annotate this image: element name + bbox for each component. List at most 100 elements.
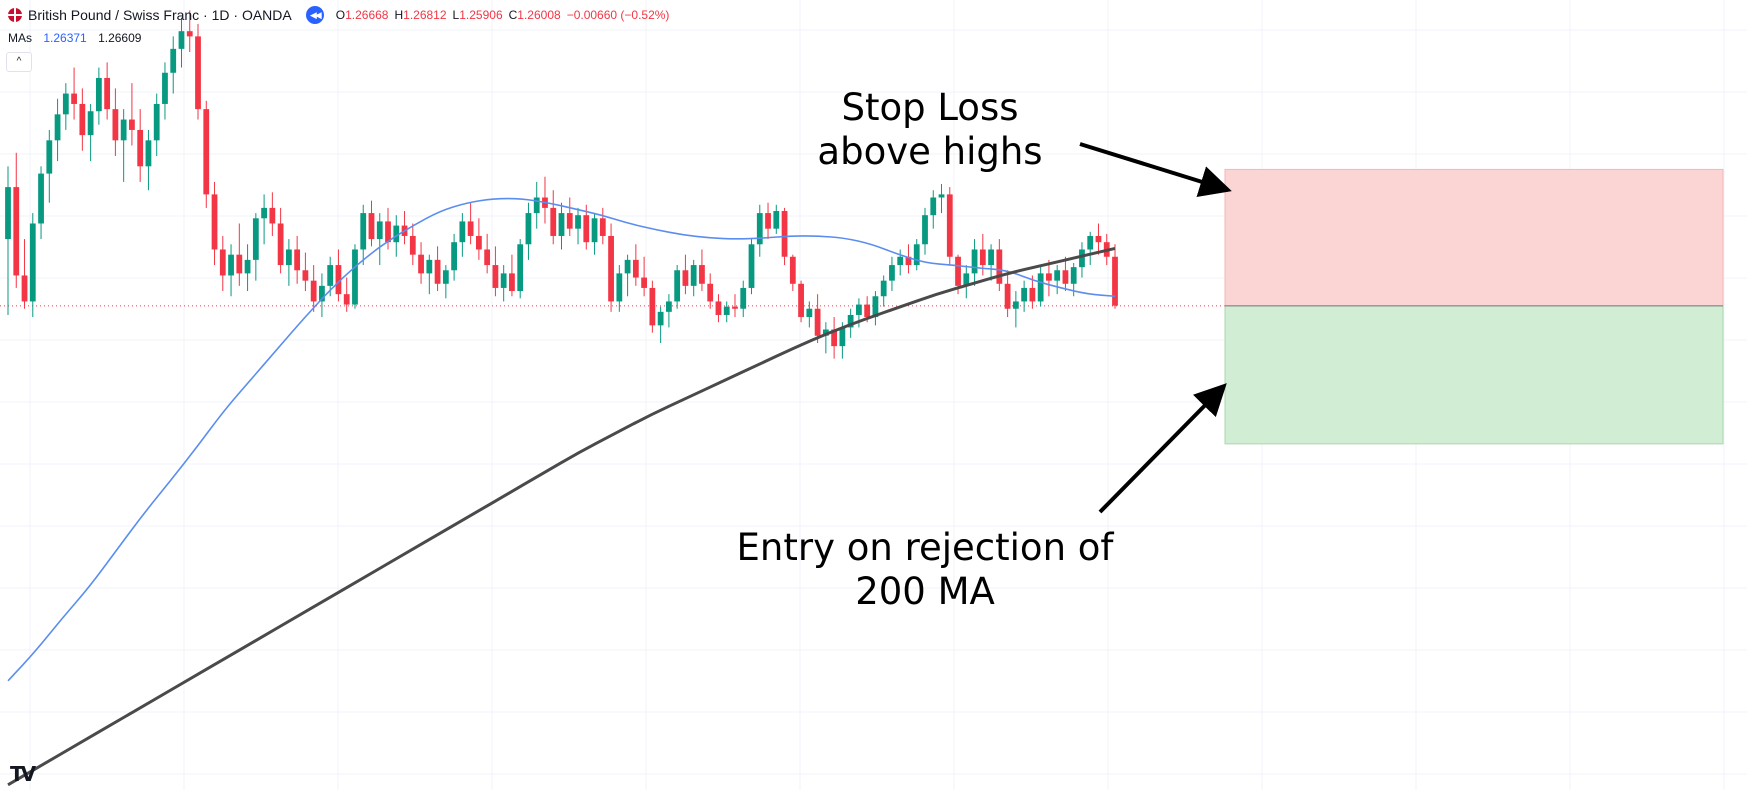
candle-body [955, 256, 961, 286]
stop-loss-line-2: above highs [817, 130, 1043, 173]
candle-body [277, 223, 284, 266]
candle-body [129, 119, 135, 130]
candle-body [814, 308, 821, 336]
high-value: 1.26812 [403, 8, 447, 22]
candle-body [1070, 267, 1077, 284]
candle-body [839, 327, 846, 347]
candle-body [162, 72, 168, 104]
candle-body [46, 140, 53, 174]
candle-body [930, 197, 937, 216]
candle-body [1112, 256, 1118, 306]
candle-body [1087, 235, 1094, 250]
candle-body [13, 187, 20, 276]
candle-body [550, 207, 557, 236]
candle-body [822, 329, 829, 336]
candle-body [963, 273, 970, 286]
candle-body [319, 285, 325, 302]
ma-legend[interactable]: MAs 1.26371 1.26609 [8, 31, 141, 45]
candle-body [872, 296, 879, 318]
candle-body [120, 119, 127, 141]
candle-body [979, 249, 986, 266]
candle-body [409, 235, 416, 255]
candle-body [674, 270, 681, 302]
logo-text: TV [10, 762, 36, 786]
candle-body [1037, 273, 1044, 302]
symbol-title[interactable]: British Pound / Swiss Franc · 1D · OANDA [28, 7, 292, 23]
candle-body [360, 213, 367, 250]
candle-body [583, 215, 590, 243]
candle-body [740, 287, 747, 309]
ohlc-change: −0.00660 (−0.52%) [567, 8, 670, 22]
replay-icon[interactable]: ◀◀ [305, 6, 324, 24]
candle-body [616, 273, 623, 302]
candle-body [327, 265, 334, 286]
candle-body [500, 273, 507, 288]
candle-body [1046, 273, 1052, 281]
moving-averages [7, 197, 1116, 787]
candle-body [938, 194, 945, 198]
candle-body [170, 48, 177, 73]
candle-body [1021, 287, 1028, 302]
candle-body [104, 77, 111, 110]
candle-body [186, 31, 193, 37]
candle-body [608, 235, 614, 302]
candle-body [897, 256, 904, 266]
candle-body [112, 109, 119, 141]
candle-body [756, 213, 763, 245]
candle-body [1029, 287, 1036, 302]
candle-body [707, 283, 714, 302]
candle-body [418, 254, 424, 274]
candle-body [566, 213, 573, 229]
candle-body [244, 259, 251, 274]
open-label: O [335, 8, 346, 22]
candle-body [442, 270, 449, 284]
low-label: L [452, 8, 460, 22]
ma50-value: 1.26371 [43, 31, 87, 45]
candle-body [335, 265, 342, 295]
ma50-line [7, 197, 1116, 682]
ohlc-close: C1.26008 [509, 8, 561, 22]
candle-body [632, 259, 639, 278]
candle-body [922, 215, 928, 245]
low-value: 1.25906 [459, 8, 503, 22]
candle-body [475, 235, 482, 250]
close-label: C [508, 8, 518, 22]
ohlc-high: H1.26812 [394, 8, 446, 22]
candle-body [71, 93, 77, 104]
close-value: 1.26008 [517, 8, 561, 22]
collapse-legend-button[interactable]: ^ [6, 52, 32, 72]
candle-body [517, 244, 524, 292]
candle-body [856, 304, 862, 315]
candle-body [219, 249, 226, 276]
stop-loss-annotation: Stop Loss above highs [790, 86, 1070, 174]
tradingview-logo[interactable]: TV [10, 762, 36, 786]
candle-body [1062, 270, 1069, 284]
candle-body [38, 173, 44, 224]
candle-body [195, 36, 201, 110]
candle-body [385, 221, 391, 243]
candle-body [971, 249, 978, 274]
candle-body [62, 93, 69, 115]
annotation-arrows [1079, 142, 1232, 514]
candle-body [682, 270, 689, 286]
candle-body [657, 311, 664, 326]
candle-body [723, 306, 730, 315]
change-value: −0.00660 (−0.52%) [566, 8, 670, 22]
candle-body [1079, 249, 1085, 268]
candle-body [211, 194, 218, 250]
candle-body [294, 249, 301, 271]
candle-body [492, 265, 499, 288]
candle-body [153, 103, 160, 141]
entry-arrow [1098, 383, 1227, 514]
uk-flag-icon [8, 8, 22, 22]
candle-body [467, 221, 474, 236]
ma-legend-label: MAs [8, 31, 32, 45]
candle-body [484, 249, 491, 266]
candle-body [789, 256, 796, 284]
candle-body [690, 265, 697, 286]
candle-body [996, 249, 1003, 284]
candle-body [599, 218, 606, 236]
candle-body [137, 129, 144, 167]
